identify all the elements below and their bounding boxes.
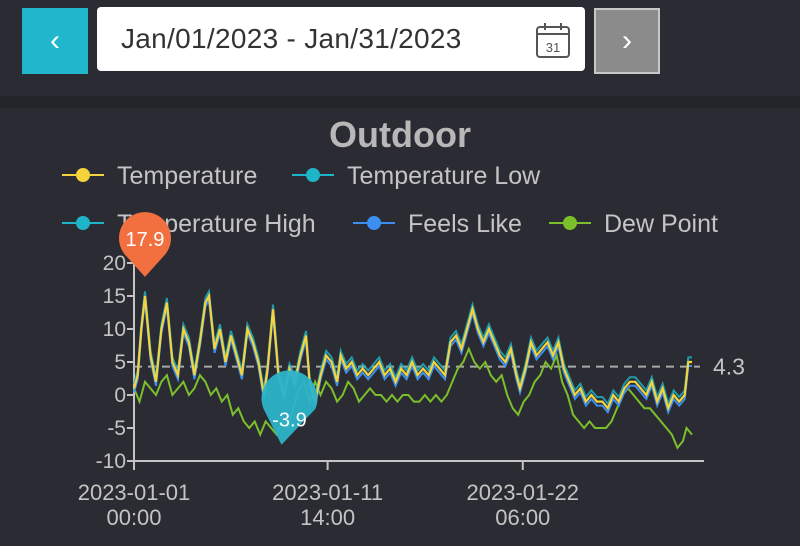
legend-swatch-dot: [76, 216, 90, 230]
legend-swatch-dot: [563, 216, 577, 230]
date-range-field[interactable]: Jan/01/2023 - Jan/31/2023 31: [97, 7, 585, 71]
chart-title: Outdoor: [329, 114, 471, 155]
previous-range-button[interactable]: ‹: [22, 8, 88, 74]
chevron-left-icon: ‹: [50, 24, 60, 57]
series-temperature: [132, 292, 692, 412]
legend-swatch-dot: [367, 216, 381, 230]
legend-label: Temperature: [117, 162, 257, 190]
chart-markers: 17.9 -3.9: [118, 212, 318, 445]
legend-label: Temperature Low: [347, 162, 541, 190]
chart-series: [132, 288, 693, 450]
legend-label: Feels Like: [408, 210, 522, 238]
series-dew-point: [133, 346, 693, 450]
y-tick-label: 20: [103, 252, 126, 275]
x-tick-label: 14:00: [300, 505, 355, 530]
x-tick-label: 2023-01-22: [466, 480, 579, 505]
legend-swatch-dot: [306, 168, 320, 182]
x-tick-label: 2023-01-11: [272, 480, 383, 505]
average-label: 4.3: [713, 354, 745, 380]
x-tick-label: 06:00: [495, 505, 550, 530]
calendar-icon[interactable]: 31: [535, 21, 571, 59]
date-range-text: Jan/01/2023 - Jan/31/2023: [121, 23, 462, 54]
y-tick-label: 15: [103, 285, 126, 308]
y-tick-label: 10: [103, 318, 126, 341]
chevron-right-icon: ›: [622, 24, 632, 57]
x-tick-label: 2023-01-01: [78, 480, 191, 505]
next-range-button[interactable]: ›: [594, 8, 660, 74]
x-tick-label: 00:00: [106, 505, 161, 530]
series-temperature-high: [133, 288, 692, 407]
series-feels-like: [133, 296, 692, 416]
min-marker-label: -3.9: [272, 410, 306, 432]
min-marker-pin: [261, 370, 318, 445]
y-tick-label: -10: [96, 450, 126, 473]
legend-label: Dew Point: [604, 210, 718, 238]
y-tick-label: -5: [107, 417, 126, 440]
max-marker-label: 17.9: [126, 229, 165, 251]
calendar-day: 31: [546, 40, 560, 55]
y-tick-label: 5: [114, 351, 126, 374]
legend-swatch-dot: [76, 168, 90, 182]
max-marker-pin: [118, 212, 171, 277]
y-tick-label: 0: [114, 384, 126, 407]
toolbar-divider: [0, 96, 800, 108]
